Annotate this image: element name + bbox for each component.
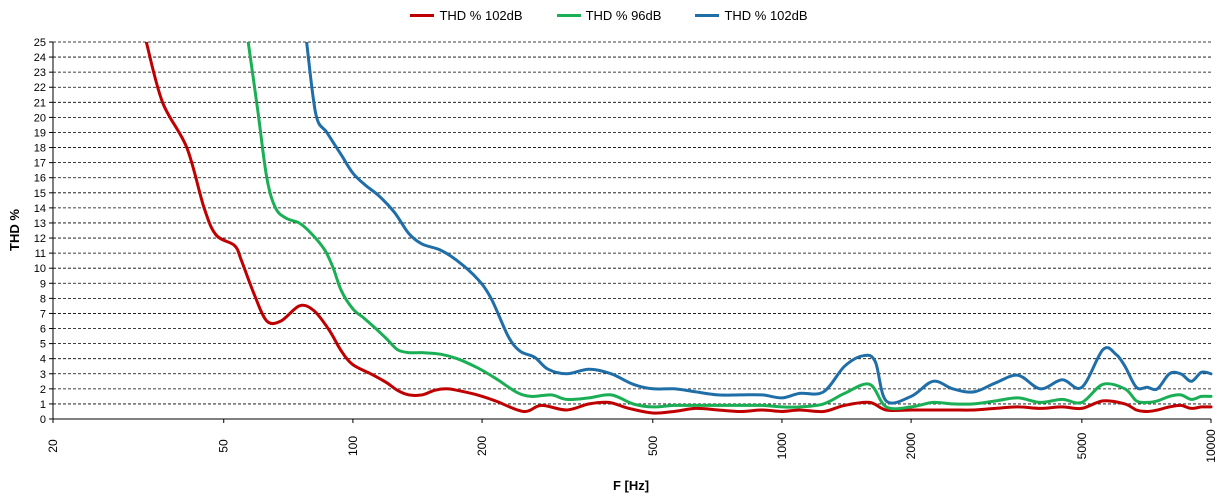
x-tick-label-500: 500	[646, 436, 660, 456]
y-tick-label-16: 16	[34, 173, 46, 185]
y-tick-label-6: 6	[40, 324, 46, 336]
series-line-3	[305, 42, 1213, 405]
y-tick-label-21: 21	[34, 97, 46, 109]
x-tick-label-2000: 2000	[904, 432, 918, 459]
x-tick-label-5000: 5000	[1075, 432, 1089, 459]
legend-swatch-series-2	[556, 13, 581, 17]
y-tick-label-24: 24	[34, 52, 46, 64]
y-tick-label-10: 10	[34, 263, 46, 275]
series-line-2	[246, 42, 1213, 411]
y-axis-title: THD %	[7, 209, 22, 251]
x-tick-label-20: 20	[46, 439, 60, 453]
y-tick-label-8: 8	[40, 293, 46, 305]
x-tick-label-100: 100	[346, 436, 360, 456]
y-tick-label-1: 1	[40, 399, 46, 411]
legend-label-series-2: THD % 96dB	[585, 7, 662, 23]
y-tick-label-11: 11	[35, 248, 46, 260]
y-tick-label-15: 15	[34, 188, 46, 200]
legend-entry-series-3: THD % 102dB	[695, 7, 808, 23]
chart-legend: THD % 102dB THD % 96dB THD % 102dB	[0, 5, 1218, 25]
x-tick-label-200: 200	[475, 436, 489, 456]
legend-swatch-series-1	[410, 13, 435, 17]
series-line-1	[144, 42, 1213, 415]
y-tick-label-18: 18	[34, 143, 46, 155]
legend-label-series-3: THD % 102dB	[724, 7, 808, 23]
grid-lines	[53, 41, 1211, 405]
x-tick-label-50: 50	[217, 439, 231, 453]
y-tick-label-22: 22	[34, 82, 46, 94]
x-tick-label-10000: 10000	[1204, 429, 1218, 463]
y-tick-labels: 0123456789101112131415161718192021222324…	[34, 37, 46, 426]
y-tick-label-7: 7	[40, 308, 46, 320]
legend-swatch-series-3	[695, 13, 720, 17]
y-tick-label-4: 4	[40, 354, 46, 366]
x-tick-labels: 20 50 100 200 500 1000 2000 5000 10000	[46, 429, 1218, 463]
legend-label-series-1: THD % 102dB	[439, 7, 523, 23]
legend-entry-series-2: THD % 96dB	[556, 7, 662, 23]
x-tick-label-1000: 1000	[775, 432, 789, 459]
y-tick-label-9: 9	[40, 278, 46, 290]
y-tick-label-23: 23	[34, 67, 46, 79]
y-tick-label-13: 13	[34, 218, 46, 230]
y-tick-label-14: 14	[34, 203, 46, 215]
y-tick-label-3: 3	[40, 369, 46, 381]
y-tick-label-20: 20	[34, 112, 46, 124]
x-axis-title: F [Hz]	[613, 478, 649, 493]
y-tick-label-17: 17	[34, 158, 46, 170]
axes	[49, 41, 1212, 423]
y-tick-label-12: 12	[34, 233, 46, 245]
y-tick-label-19: 19	[34, 127, 46, 139]
series-lines	[144, 42, 1213, 415]
legend-entry-series-1: THD % 102dB	[410, 7, 523, 23]
y-tick-label-2: 2	[40, 384, 46, 396]
y-tick-label-5: 5	[40, 339, 46, 351]
y-tick-label-25: 25	[34, 37, 46, 49]
y-tick-label-0: 0	[40, 414, 46, 426]
